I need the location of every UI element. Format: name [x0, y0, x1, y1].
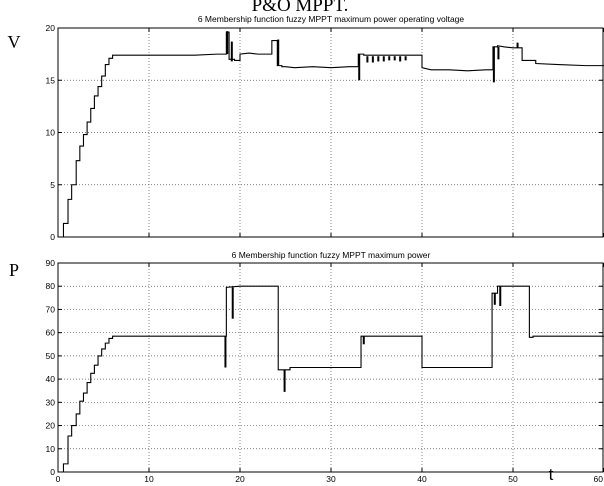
header-text: P&O MPPT.: [252, 0, 349, 16]
chart-title: 6 Membership function fuzzy MPPT maximum…: [198, 14, 465, 24]
y-tick-label: 80: [46, 281, 56, 291]
x-tick-label: 50: [508, 474, 518, 484]
y-tick-label: 5: [50, 180, 55, 190]
y-tick-label: 90: [46, 258, 56, 268]
y-tick-label: 20: [46, 421, 56, 431]
series-line: [58, 31, 604, 238]
y-tick-label: 10: [46, 128, 56, 138]
x-tick-label: 0: [56, 474, 61, 484]
x-tick-label: 10: [144, 474, 154, 484]
y-tick-label: 70: [46, 304, 56, 314]
series-line: [58, 285, 604, 473]
y-tick-label: 0: [50, 467, 55, 477]
y-tick-label: 20: [46, 23, 56, 33]
y-tick-label: 15: [46, 75, 56, 85]
x-axis-label: t: [549, 465, 554, 484]
x-tick-label: 30: [326, 474, 336, 484]
voltage-panel: 6 Membership function fuzzy MPPT maximum…: [8, 14, 604, 242]
y-tick-label: 10: [46, 444, 56, 454]
y-tick-label: 0: [50, 232, 55, 242]
x-tick-label: 60: [594, 474, 604, 484]
y-tick-label: 40: [46, 374, 56, 384]
y-tick-label: 50: [46, 351, 56, 361]
y-tick-label: 30: [46, 397, 56, 407]
power-panel: 6 Membership function fuzzy MPPT maximum…: [9, 250, 604, 484]
x-tick-label: 40: [417, 474, 427, 484]
y-tick-label: 60: [46, 328, 56, 338]
chart-title: 6 Membership function fuzzy MPPT maximum…: [232, 250, 431, 260]
y-axis-label: P: [9, 260, 19, 280]
y-axis-label: V: [8, 32, 21, 52]
x-tick-label: 20: [235, 474, 245, 484]
